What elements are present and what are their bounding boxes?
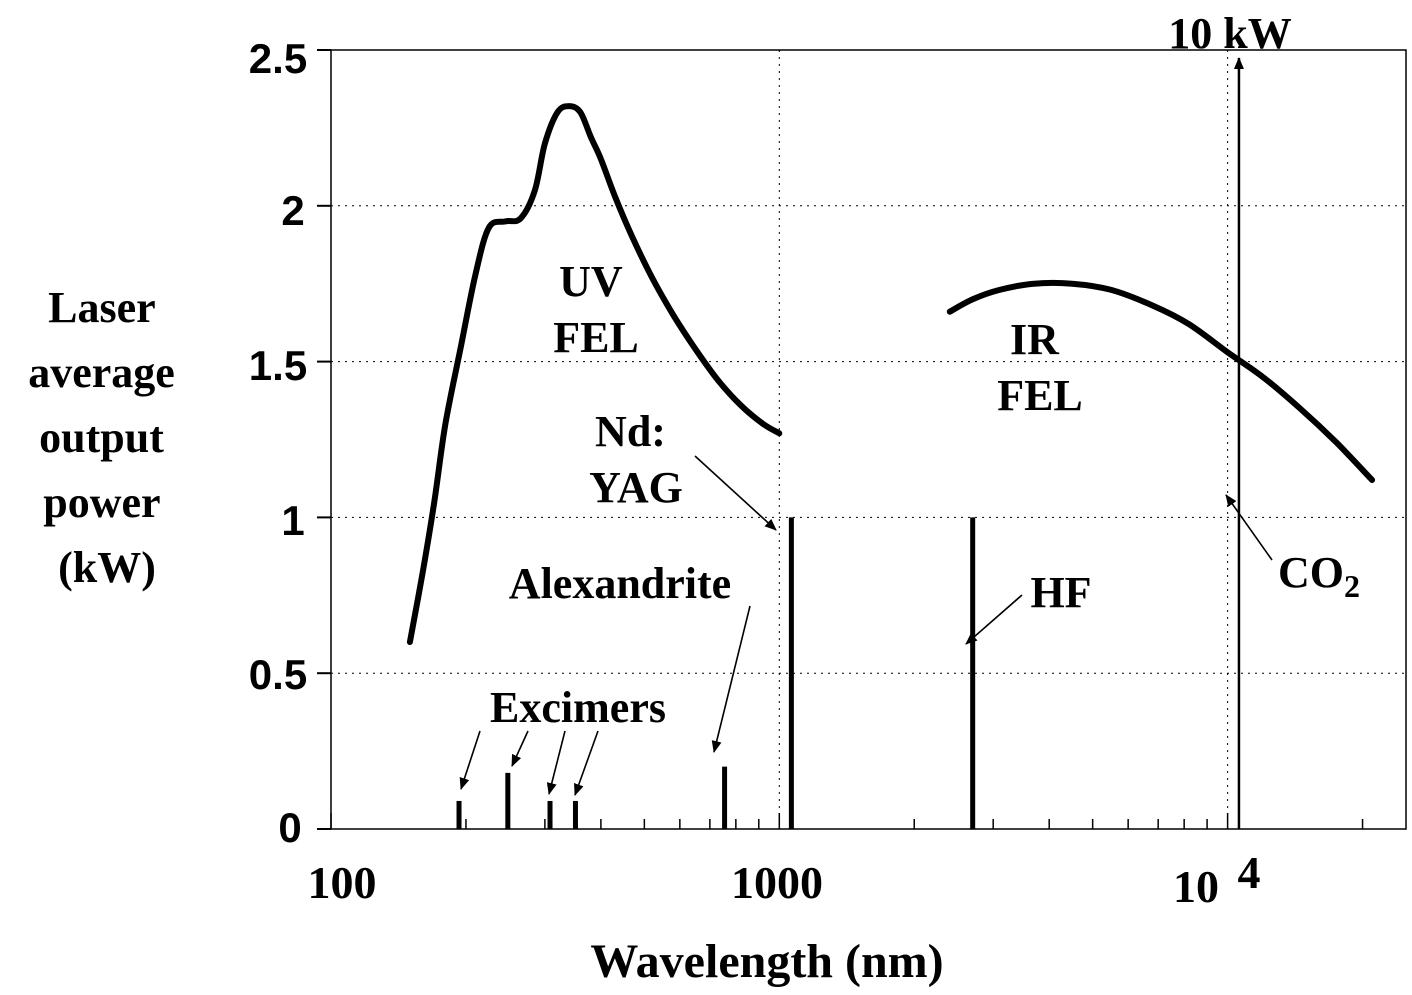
y-tick-label: 1	[281, 497, 304, 544]
uv-fel-label-line: UV	[559, 257, 623, 306]
hf-label: HF	[1030, 568, 1091, 617]
excimer-arrow	[574, 730, 599, 796]
alexandrite-label: Alexandrite	[509, 559, 731, 608]
y-tick-label: 2.5	[249, 35, 307, 82]
plot-frame	[330, 49, 1407, 830]
hf-arrow	[965, 594, 1023, 645]
annotation-arrows	[459, 455, 1273, 796]
y-tick-label: 2	[281, 187, 304, 234]
y-tick-label: 0.5	[249, 651, 307, 698]
series	[406, 103, 1376, 645]
y-axis-title-line: (kW)	[58, 543, 156, 592]
x-tick-superscript: 4	[1238, 847, 1261, 898]
ndyag-label: Nd: YAG	[589, 407, 683, 512]
y-axis-title: Laser average output power (kW)	[28, 283, 186, 592]
ir-fel-label-line: FEL	[997, 371, 1083, 420]
ndyag-arrow	[694, 455, 777, 531]
series-line	[946, 279, 1376, 483]
alexandrite-arrow	[711, 605, 751, 753]
y-axis-title-line: output	[39, 413, 164, 462]
uv-fel-label-line: FEL	[553, 313, 639, 362]
axis-ticks	[317, 49, 1364, 830]
ndyag-label-line: YAG	[589, 463, 683, 512]
y-tick-label: 0	[278, 804, 301, 851]
y-axis-title-line: power	[43, 478, 160, 527]
y-axis-title-line: Laser	[48, 283, 155, 332]
x-tick-label: 1000	[731, 857, 823, 908]
co2-arrow	[1225, 494, 1273, 561]
excimer-arrow	[459, 730, 481, 790]
y-axis-title-line: average	[28, 348, 175, 397]
ir-fel-label: IR FEL	[997, 315, 1083, 420]
x-tick-label: 10	[1173, 861, 1219, 912]
excimers-label: Excimers	[490, 683, 666, 732]
ten-kw-label: 10 kW	[1168, 9, 1291, 58]
co2-label: CO2	[1278, 548, 1360, 604]
x-tick-label: 100	[308, 857, 377, 908]
co2-label-main: CO	[1278, 548, 1344, 597]
uv-fel-label: UV FEL	[553, 257, 639, 362]
laser-lines	[456, 57, 1244, 829]
series-line	[406, 103, 783, 645]
co2-label-subscript: 2	[1344, 568, 1360, 604]
excimer-arrow	[511, 730, 529, 767]
x-axis-title: Wavelength (nm)	[590, 935, 943, 988]
ir-fel-label-line: IR	[1010, 315, 1060, 364]
y-tick-label: 1.5	[249, 342, 307, 389]
excimer-arrow	[546, 730, 566, 795]
ndyag-label-line: Nd:	[595, 407, 666, 456]
